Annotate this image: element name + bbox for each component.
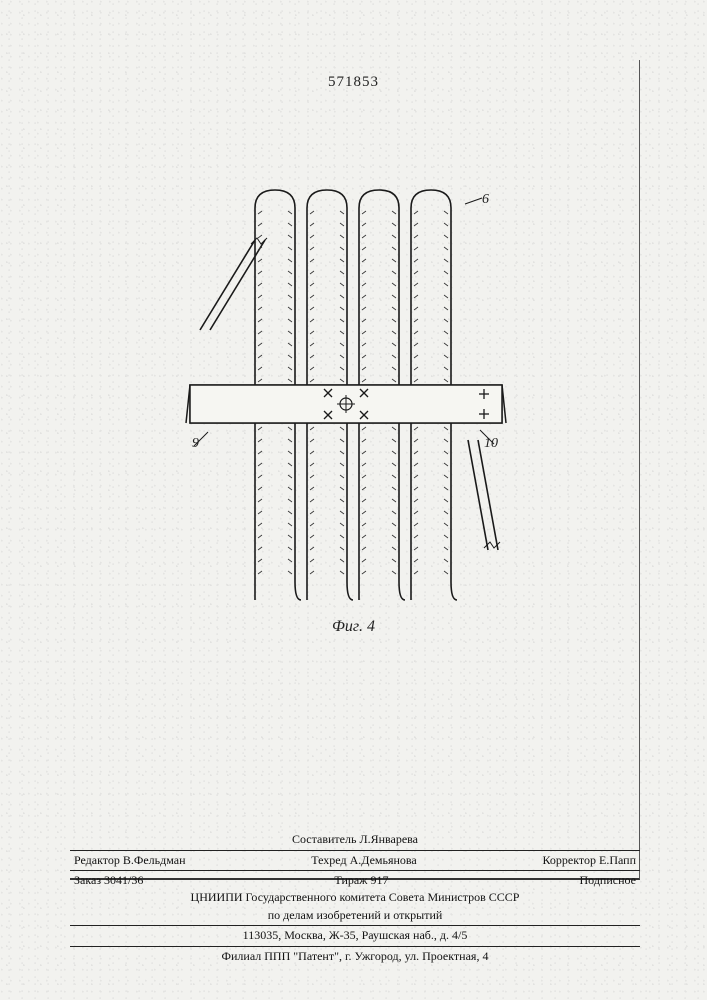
imprint-footer: Составитель Л.Январева Редактор В.Фельдм… — [70, 831, 640, 965]
address-2: Филиал ППП "Патент", г. Ужгород, ул. Про… — [70, 948, 640, 965]
ref-label-9: 9 — [192, 436, 199, 452]
editorial-row: Редактор В.Фельдман Техред А.Демьянова К… — [70, 852, 640, 869]
figure-4: 6 9 10 — [180, 180, 510, 620]
order-row: Заказ 3041/36 Тираж 917 Подписное — [70, 872, 640, 889]
figure-caption: Фиг. 4 — [0, 618, 707, 636]
editor: Редактор В.Фельдман — [74, 852, 186, 869]
patent-number: 571853 — [0, 74, 707, 91]
org-line-1: ЦНИИПИ Государственного комитета Совета … — [70, 889, 640, 906]
ref-label-10: 10 — [484, 436, 498, 452]
address-1: 113035, Москва, Ж-35, Раушская наб., д. … — [70, 927, 640, 944]
order-number: Заказ 3041/36 — [74, 872, 143, 889]
tech-editor: Техред А.Демьянова — [311, 852, 416, 869]
compositor: Составитель Л.Январева — [70, 831, 640, 848]
circulation: Тираж 917 — [334, 872, 388, 889]
subscription: Подписное — [580, 872, 637, 889]
org-line-2: по делам изобретений и открытий — [70, 907, 640, 924]
ref-label-6: 6 — [482, 192, 489, 208]
coil-diagram — [180, 180, 510, 620]
corrector: Корректор Е.Папп — [543, 852, 637, 869]
